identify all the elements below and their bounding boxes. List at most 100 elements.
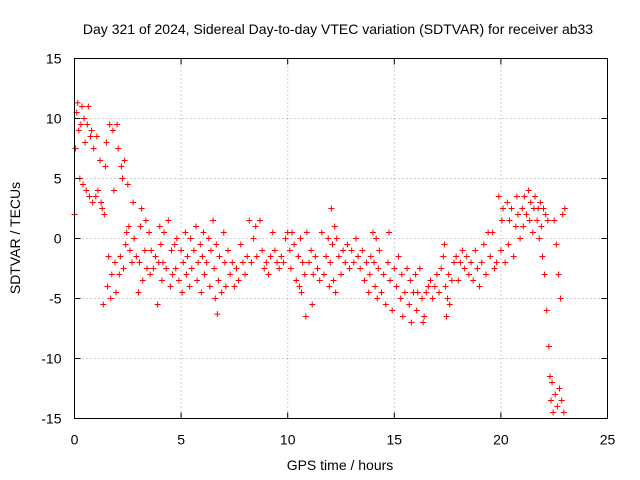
y-tick-label: -5 [49, 291, 62, 307]
data-point [124, 181, 131, 188]
data-point [271, 247, 278, 254]
data-point [261, 265, 268, 272]
data-point [105, 253, 112, 260]
data-point [218, 289, 225, 296]
data-point [298, 289, 305, 296]
data-point [436, 289, 443, 296]
x-tick-label: 5 [177, 432, 185, 448]
data-point [137, 223, 144, 230]
data-point [404, 265, 411, 272]
data-point [212, 295, 219, 302]
data-point [384, 259, 391, 266]
data-point [239, 259, 246, 266]
data-point [184, 253, 191, 260]
data-point [561, 205, 568, 212]
data-point [100, 301, 107, 308]
data-point [493, 259, 500, 266]
data-point [188, 265, 195, 272]
data-point [323, 253, 330, 260]
data-point [366, 271, 373, 278]
data-point [468, 259, 475, 266]
data-point [505, 241, 512, 248]
data-point [513, 193, 520, 200]
data-point [504, 199, 511, 206]
data-point [326, 283, 333, 290]
data-point [376, 247, 383, 254]
data-point [445, 271, 452, 278]
data-point [359, 247, 366, 254]
data-point [546, 373, 553, 380]
data-point [310, 271, 317, 278]
data-point [97, 157, 104, 164]
data-point [330, 277, 337, 284]
data-point [340, 247, 347, 254]
data-point [123, 229, 130, 236]
data-point [429, 295, 436, 302]
data-point [521, 193, 528, 200]
data-point [476, 283, 483, 290]
data-point [156, 223, 163, 230]
data-point [387, 277, 394, 284]
data-point [382, 301, 389, 308]
y-tick-label: -10 [41, 351, 61, 367]
data-point [126, 247, 133, 254]
plot-frame [74, 58, 608, 419]
data-point [237, 241, 244, 248]
data-point [512, 223, 519, 230]
y-tick-label: -15 [41, 411, 61, 427]
data-point [178, 247, 185, 254]
data-point [373, 235, 380, 242]
data-point [198, 289, 205, 296]
data-point [302, 313, 309, 320]
data-point [395, 253, 402, 260]
data-point [557, 295, 564, 302]
data-point [293, 277, 300, 284]
data-point [92, 193, 99, 200]
data-point [416, 265, 423, 272]
data-point [525, 187, 532, 194]
data-point [320, 271, 327, 278]
data-point [553, 241, 560, 248]
data-point [269, 229, 276, 236]
data-point [89, 199, 96, 206]
data-point [482, 271, 489, 278]
data-point [414, 289, 421, 296]
data-point [256, 217, 263, 224]
y-axis-label: SDTVAR / TECUs [7, 182, 23, 294]
data-point [361, 277, 368, 284]
data-point [190, 247, 197, 254]
data-point [117, 253, 124, 260]
data-point [550, 409, 557, 416]
data-point [87, 133, 94, 140]
data-point [314, 265, 321, 272]
data-point [109, 127, 116, 134]
data-point [491, 265, 498, 272]
data-point [510, 253, 517, 260]
data-point [77, 121, 84, 128]
data-point [455, 277, 462, 284]
data-point [265, 271, 272, 278]
data-point [74, 99, 81, 106]
data-point [214, 311, 221, 318]
data-point [93, 133, 100, 140]
data-point [472, 247, 479, 254]
data-point [84, 121, 91, 128]
data-point [514, 211, 521, 218]
data-point [355, 253, 362, 260]
data-point [474, 265, 481, 272]
data-point [535, 205, 542, 212]
data-point [380, 271, 387, 278]
data-point [297, 235, 304, 242]
data-point [158, 277, 165, 284]
data-point [116, 271, 123, 278]
x-tick-labels: 0 5 10 15 20 25 [71, 432, 616, 448]
data-point [538, 223, 545, 230]
data-point [103, 139, 110, 146]
data-point [102, 163, 109, 170]
data-point [187, 235, 194, 242]
data-point [99, 205, 106, 212]
data-point [150, 265, 157, 272]
data-point [286, 247, 293, 254]
data-point [545, 343, 552, 350]
